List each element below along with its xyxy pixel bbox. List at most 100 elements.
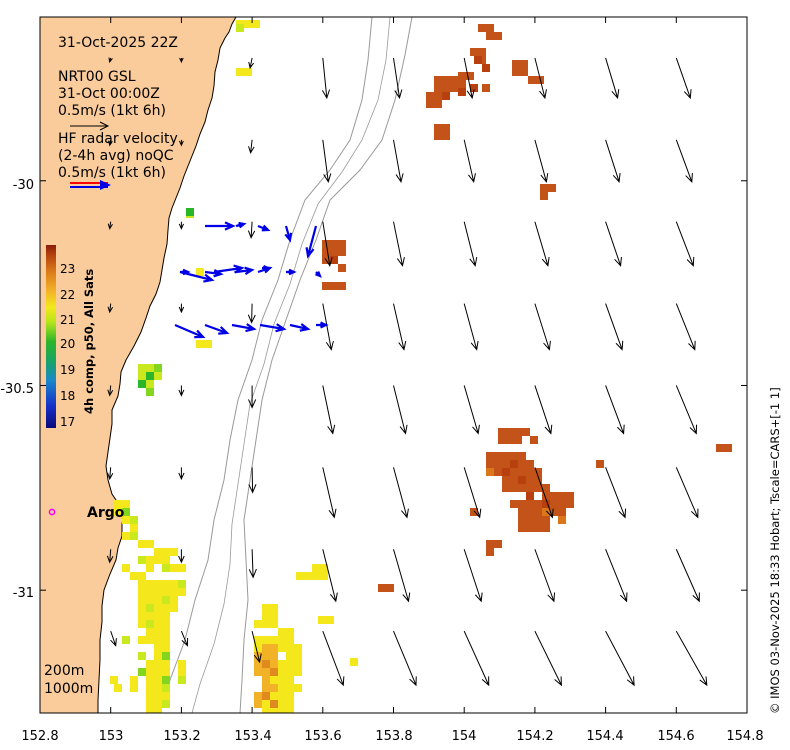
sst-pixel [286, 700, 294, 708]
colorbar-tick-label: 20 [60, 337, 75, 351]
sst-pixel [186, 208, 194, 216]
sst-pixel [286, 636, 294, 644]
sst-pixel [162, 548, 170, 556]
sst-pixel [270, 708, 278, 713]
sst-pixel [138, 556, 146, 564]
sst-pixel [154, 588, 162, 596]
sst-pixel [262, 668, 270, 676]
sst-pixel [550, 508, 558, 516]
sst-pixel [466, 72, 474, 80]
sst-pixel [154, 620, 162, 628]
model-current-arrow [248, 385, 257, 409]
sst-pixel [526, 484, 534, 492]
coastline [97, 17, 237, 713]
argo-float: Argo [48, 505, 125, 521]
model-current-arrow [393, 630, 417, 687]
model-current-arrow [675, 467, 699, 519]
sst-pixel [526, 468, 534, 476]
sst-pixel [510, 452, 518, 460]
sst-pixel [254, 636, 262, 644]
colorbar-tick-label: 19 [60, 363, 75, 377]
sst-pixel [262, 660, 270, 668]
sst-pixel [434, 132, 442, 140]
model-current-arrow [322, 139, 332, 184]
radar-current-arrow [204, 323, 230, 335]
sst-pixel [278, 628, 286, 636]
sst-pixel [122, 532, 130, 540]
argo-marker [48, 508, 56, 516]
model-current-arrow [393, 467, 409, 519]
radar-current-arrow [180, 268, 191, 276]
sst-pixel [170, 564, 178, 572]
radar-current-arrow [316, 321, 329, 329]
x-tick-label: 153.4 [234, 729, 271, 744]
sst-pixel [558, 516, 566, 524]
sst-pixel [114, 684, 122, 692]
x-axis: 152.8 153 153.2 153.4 153.6 153.8 154 15… [21, 729, 763, 744]
model-current-arrow [675, 549, 700, 603]
isobath-200m [159, 17, 373, 713]
sst-pixel [518, 468, 526, 476]
sst-pixel [146, 676, 154, 684]
land-mass [40, 17, 236, 713]
sst-pixel [178, 580, 186, 588]
model-current-arrow [675, 630, 708, 687]
isobath-1000-label: 1000m [44, 681, 93, 697]
argo-label: Argo [87, 505, 125, 521]
sst-pixel [254, 668, 262, 676]
colorbar-title: 4h comp, p50, All Sats [82, 269, 96, 414]
sst-pixel [146, 364, 154, 372]
sst-pixel [434, 76, 442, 84]
sst-pixel [528, 76, 536, 84]
sst-pixel [262, 644, 270, 652]
sst-pixel [540, 184, 548, 192]
sst-pixel [154, 700, 162, 708]
sst-pixel [540, 192, 548, 200]
sst-pixel [170, 580, 178, 588]
sst-pixel [294, 684, 302, 692]
radar-current-arrow [289, 323, 311, 332]
sst-pixel [558, 508, 566, 516]
x-tick-label: 154.6 [657, 729, 694, 744]
model-current-arrow [463, 303, 479, 351]
model-current-arrow [321, 57, 331, 100]
sst-pixel [138, 572, 146, 580]
sst-pixel [470, 48, 478, 56]
sst-pixel [542, 492, 550, 500]
sst-pixel [154, 628, 162, 636]
sst-pixel [458, 88, 466, 96]
sst-pixel [458, 80, 466, 88]
sst-pixel [518, 452, 526, 460]
sst-pixel [320, 564, 328, 572]
sst-pixel [262, 700, 270, 708]
model-current-arrow [251, 631, 262, 664]
sst-pixel [154, 364, 162, 372]
sst-pixel [244, 68, 252, 76]
sst-pixel [254, 660, 262, 668]
model-current-arrow [393, 549, 411, 603]
sst-pixel [130, 516, 138, 524]
radar-current-arrow [284, 225, 293, 243]
sst-pixel [278, 660, 286, 668]
model-current-arrow [110, 630, 117, 647]
sst-pixel [286, 668, 294, 676]
model-current-arrow [605, 221, 622, 267]
model-current-arrow [181, 712, 182, 713]
sst-pixel [330, 256, 338, 264]
sst-pixel [270, 620, 278, 628]
sst-pixel [494, 540, 502, 548]
sst-pixel [154, 692, 162, 700]
sst-pixel [178, 588, 186, 596]
sst-pixel [522, 428, 530, 436]
sst-pixel [506, 436, 514, 444]
radar-current-arrow [315, 271, 322, 278]
model-current-arrow [178, 549, 185, 564]
model-current-arrow [605, 467, 627, 519]
sst-pixel [138, 540, 146, 548]
model-current-arrow [534, 57, 547, 100]
sst-pixel [162, 684, 170, 692]
sst-pixel [154, 580, 162, 588]
model-current-arrow [180, 630, 189, 647]
sst-pixel [138, 636, 146, 644]
hf-radar-arrows [174, 221, 329, 339]
